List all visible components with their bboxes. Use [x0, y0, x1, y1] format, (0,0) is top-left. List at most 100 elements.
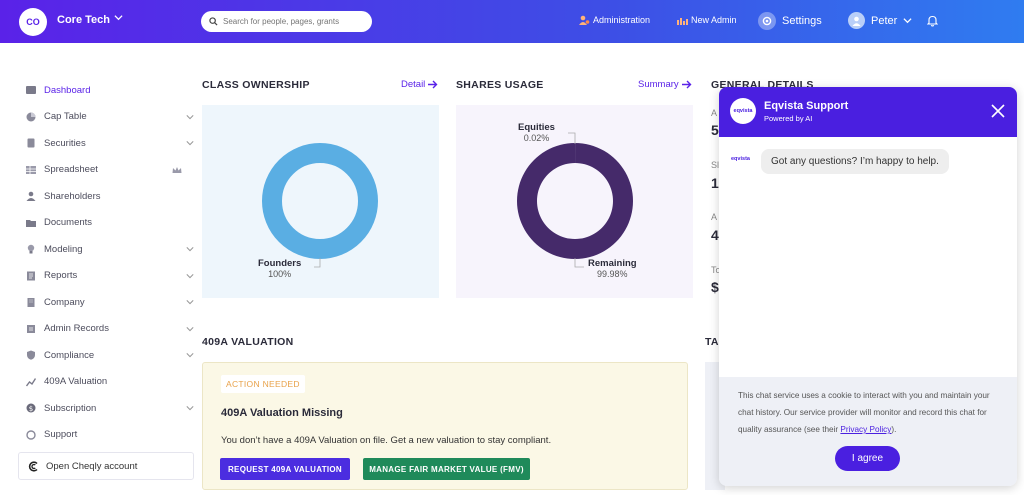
sidebar-item-subscription[interactable]: $ Subscription — [18, 395, 196, 422]
consent-text: This chat service uses a cookie to inter… — [738, 387, 1000, 438]
bulb-icon — [26, 244, 36, 254]
bar-chart-icon — [677, 17, 688, 25]
equities-legend: Equities 0.02% — [518, 123, 555, 144]
remaining-label: Remaining — [588, 258, 637, 269]
sidebar-item-spreadsheet[interactable]: Spreadsheet — [18, 157, 196, 184]
chevron-down-icon — [186, 113, 194, 123]
detail-row-label: Sl — [711, 160, 720, 170]
sidebar-item-label: Dashboard — [44, 84, 91, 96]
new-admin-label: New Admin — [691, 15, 737, 25]
founders-value: 100% — [268, 269, 292, 279]
sidebar-item-modeling[interactable]: Modeling — [18, 236, 196, 263]
eqvista-logo: eqvista — [730, 98, 756, 124]
sidebar-item-securities[interactable]: Securities — [18, 130, 196, 157]
privacy-policy-link[interactable]: Privacy Policy — [840, 425, 892, 434]
dashboard-icon — [26, 85, 36, 95]
sidebar-item-compliance[interactable]: Compliance — [18, 342, 196, 369]
leader-line — [568, 132, 576, 144]
chevron-down-icon — [186, 245, 194, 255]
close-icon[interactable] — [991, 104, 1005, 123]
detail-row-value: 5 — [711, 122, 719, 138]
chat-header: eqvista Eqvista Support Powered by AI — [719, 87, 1017, 137]
arrow-right-icon — [681, 80, 692, 89]
leader-line — [574, 258, 584, 268]
user-name: Peter — [871, 14, 898, 27]
detail-row-label: To — [711, 265, 721, 275]
search-icon — [209, 17, 218, 26]
sidebar-item-support[interactable]: Support — [18, 422, 196, 449]
new-admin-link[interactable]: New Admin — [677, 15, 737, 25]
shares-usage-title: SHARES USAGE — [456, 79, 544, 91]
summary-link[interactable]: Summary — [638, 79, 692, 90]
sidebar-item-label: Documents — [44, 217, 93, 229]
sidebar-item-label: 409A Valuation — [44, 376, 108, 388]
valuation-text: You don’t have a 409A Valuation on file.… — [221, 435, 552, 446]
partial-section-title: TA — [705, 336, 719, 348]
class-ownership-card: Founders 100% — [202, 105, 439, 298]
administration-link[interactable]: Administration — [578, 15, 650, 25]
consent-after: ). — [891, 425, 897, 434]
company-name[interactable]: Core Tech — [57, 14, 110, 26]
sidebar-item-409a-valuation[interactable]: 409A Valuation — [18, 369, 196, 396]
chevron-down-icon[interactable] — [114, 13, 123, 25]
user-menu[interactable]: Peter — [848, 12, 912, 29]
founders-legend: Founders 100% — [258, 258, 302, 280]
request-409a-button[interactable]: REQUEST 409A VALUATION — [220, 458, 350, 480]
sidebar-item-admin-records[interactable]: Admin Records — [18, 316, 196, 343]
donut-slice-remaining[interactable] — [517, 143, 634, 259]
sidebar-item-label: Shareholders — [44, 190, 101, 202]
detail-row-value: $ — [711, 279, 719, 295]
valuation-title: 409A Valuation Missing — [221, 407, 343, 419]
donut-slice-founders[interactable] — [262, 143, 378, 259]
bell-icon[interactable] — [926, 14, 939, 32]
remaining-value: 99.98% — [597, 269, 628, 279]
open-cheqly-button[interactable]: Open Cheqly account — [18, 452, 194, 480]
search-box[interactable] — [201, 11, 372, 32]
chat-consent: This chat service uses a cookie to inter… — [719, 377, 1017, 486]
summary-label: Summary — [638, 79, 679, 90]
manage-fmv-button[interactable]: MANAGE FAIR MARKET VALUE (FMV) — [363, 458, 530, 480]
administration-label: Administration — [593, 15, 651, 25]
report-icon — [26, 271, 36, 281]
sidebar-item-company[interactable]: Company — [18, 289, 196, 316]
class-ownership-title: CLASS OWNERSHIP — [202, 79, 310, 91]
remaining-legend: Remaining 99.98% — [588, 258, 637, 280]
sidebar-item-label: Company — [44, 296, 85, 308]
cheqly-logo-icon — [28, 460, 38, 472]
detail-row-label: A — [711, 108, 718, 118]
settings-label: Settings — [782, 15, 822, 27]
chat-subtitle: Powered by AI — [764, 114, 813, 123]
top-bar: CO Core Tech Administration New Admin Se… — [0, 0, 1024, 43]
chevron-down-icon — [186, 325, 194, 335]
agree-button[interactable]: I agree — [835, 446, 900, 471]
crown-icon — [172, 166, 182, 177]
chat-title: Eqvista Support — [764, 100, 849, 112]
sidebar-item-label: Admin Records — [44, 323, 109, 335]
sidebar-item-reports[interactable]: Reports — [18, 263, 196, 290]
support-icon — [26, 430, 36, 440]
chevron-down-icon — [186, 272, 194, 282]
bot-avatar: eqvista — [731, 156, 750, 162]
sidebar: Dashboard Cap Table Securities Spreadsheet S… — [18, 77, 196, 448]
consent-before: This chat service uses a cookie to inter… — [738, 391, 990, 434]
company-logo[interactable]: CO — [19, 8, 47, 36]
settings-button[interactable]: Settings — [758, 12, 822, 30]
detail-row-label: A — [711, 212, 718, 222]
admin-user-icon — [579, 15, 590, 25]
sidebar-item-cap-table[interactable]: Cap Table — [18, 104, 196, 131]
sidebar-item-dashboard[interactable]: Dashboard — [18, 77, 196, 104]
pie-icon — [26, 112, 36, 122]
chevron-down-icon — [903, 18, 912, 24]
chevron-down-icon — [186, 139, 194, 149]
sidebar-item-shareholders[interactable]: Shareholders — [18, 183, 196, 210]
chevron-down-icon — [186, 351, 194, 361]
spreadsheet-icon — [26, 165, 36, 175]
support-chat-panel: eqvista Eqvista Support Powered by AI eq… — [719, 87, 1017, 486]
detail-link[interactable]: Detail — [401, 79, 438, 90]
avatar — [848, 12, 865, 29]
founders-label: Founders — [258, 258, 302, 269]
svg-text:$: $ — [29, 405, 33, 413]
sidebar-item-documents[interactable]: Documents — [18, 210, 196, 237]
search-input[interactable] — [223, 17, 363, 26]
chevron-down-icon — [186, 298, 194, 308]
